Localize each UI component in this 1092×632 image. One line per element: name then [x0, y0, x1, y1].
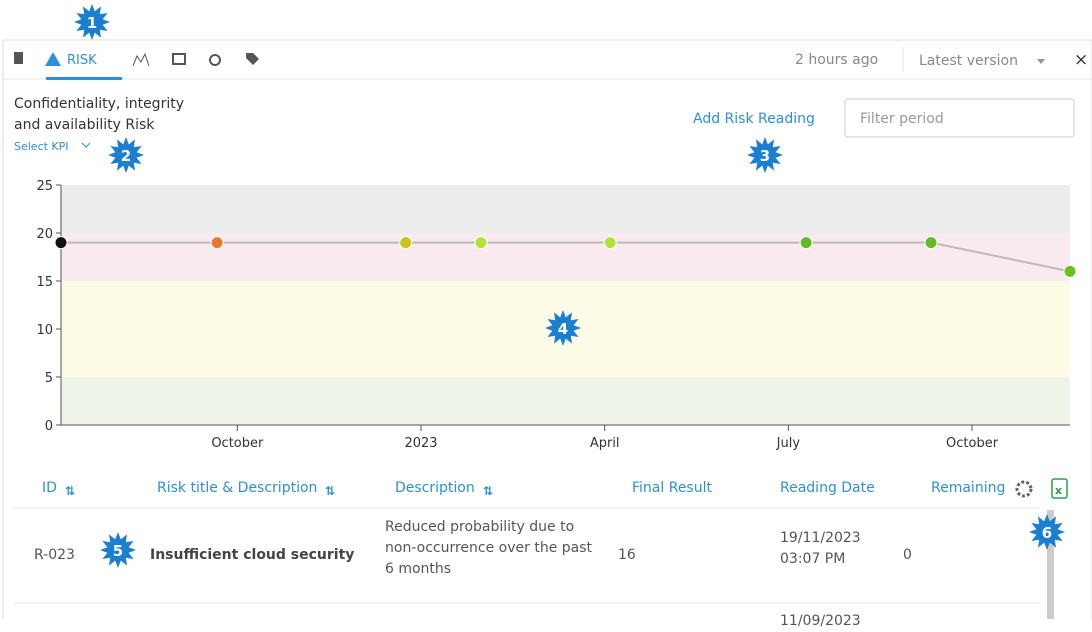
risk-band — [61, 185, 1070, 233]
add-reading[interactable]: Add Risk Reading — [693, 111, 815, 127]
caret — [81, 142, 91, 148]
table-cell: 0 — [903, 547, 912, 563]
x-tick-label: July — [776, 436, 801, 451]
caret — [1037, 59, 1045, 64]
table-cell: Reduced probability due to non-occurrenc… — [385, 519, 593, 577]
sort-icon: ⇅ — [65, 484, 75, 498]
callout-badge — [74, 4, 110, 40]
screen: RISK 2 hours ago Latest version × Confid… — [2, 4, 1092, 619]
title: Confidentiality, integrity — [14, 96, 184, 112]
chart-icon[interactable] — [132, 52, 150, 67]
risk-band — [61, 377, 1070, 425]
column-header[interactable]: Final Result — [632, 480, 712, 496]
risk-icon[interactable] — [45, 52, 61, 66]
tag-icon[interactable] — [246, 53, 259, 65]
x-tick-label: April — [590, 436, 620, 451]
callout-number: 6 — [1042, 524, 1052, 542]
risk-point — [799, 236, 813, 250]
callout-number: 2 — [121, 147, 131, 165]
filter-input[interactable] — [844, 98, 1075, 138]
scrollbar[interactable] — [1047, 510, 1054, 619]
callout-number: 4 — [558, 320, 568, 338]
risk-line — [61, 241, 1071, 273]
x-tick-label: 2023 — [404, 436, 437, 451]
callout-badge — [108, 137, 144, 173]
risk-point — [1063, 264, 1077, 278]
y-tick-label: 0 — [45, 419, 53, 434]
table-cell: Insufficient cloud security — [150, 547, 355, 563]
title: and availability Risk — [14, 117, 155, 133]
column-header[interactable]: Remaining — [931, 480, 1006, 496]
y-tick-label: 10 — [36, 323, 53, 338]
y-tick-label: 5 — [45, 371, 53, 386]
risk-tab[interactable]: RISK — [67, 53, 97, 68]
doc-icon[interactable] — [14, 52, 23, 64]
updated: 2 hours ago — [795, 52, 878, 68]
excel-glyph: x — [1055, 484, 1062, 497]
callout-badge — [100, 532, 136, 568]
column-header[interactable]: Reading Date — [780, 480, 875, 496]
x-tick-label: October — [946, 436, 999, 451]
risk-point — [474, 236, 488, 250]
y-tick-label: 25 — [36, 179, 53, 194]
table-icon[interactable] — [172, 53, 186, 65]
sort-icon: ⇅ — [483, 484, 493, 498]
risk-point — [210, 236, 224, 250]
column-header[interactable]: Risk title & Description — [157, 480, 318, 496]
table-cell: 16 — [618, 547, 636, 563]
y-tick-label: 20 — [36, 227, 53, 242]
callout-badge — [747, 137, 783, 173]
column-header[interactable]: Description — [395, 480, 475, 496]
close[interactable]: × — [1074, 50, 1088, 70]
risk-point — [603, 236, 617, 250]
risk-point — [399, 236, 413, 250]
table-cell: 11/09/2023 — [780, 613, 861, 629]
sort-icon: ⇅ — [325, 484, 335, 498]
risk-band — [61, 233, 1070, 281]
filter-placeholder: Filter period — [860, 111, 944, 127]
callout-badge — [545, 310, 581, 346]
version-select[interactable]: Latest version — [919, 53, 1018, 69]
x-tick-label: October — [211, 436, 264, 451]
callout-number: 5 — [113, 542, 123, 560]
select-kpi[interactable]: Select KPI — [14, 140, 69, 153]
y-tick-label: 15 — [36, 275, 53, 290]
table-cell: R-023 — [34, 547, 75, 563]
column-header[interactable]: ID — [42, 480, 57, 496]
excel-icon[interactable] — [1051, 478, 1068, 499]
tab-underline — [46, 77, 122, 80]
callout-badge — [1029, 514, 1065, 550]
risk-point — [924, 236, 938, 250]
page: RISK 2 hours ago Latest version × Confid… — [2, 4, 1092, 629]
risk-point — [54, 236, 68, 250]
callout-number: 3 — [760, 147, 770, 165]
callout-number: 1 — [87, 14, 97, 32]
settings-icon[interactable] — [1015, 480, 1033, 498]
table-cell: 19/11/2023 03:07 PM — [780, 530, 861, 567]
alarm-icon[interactable] — [209, 54, 221, 66]
